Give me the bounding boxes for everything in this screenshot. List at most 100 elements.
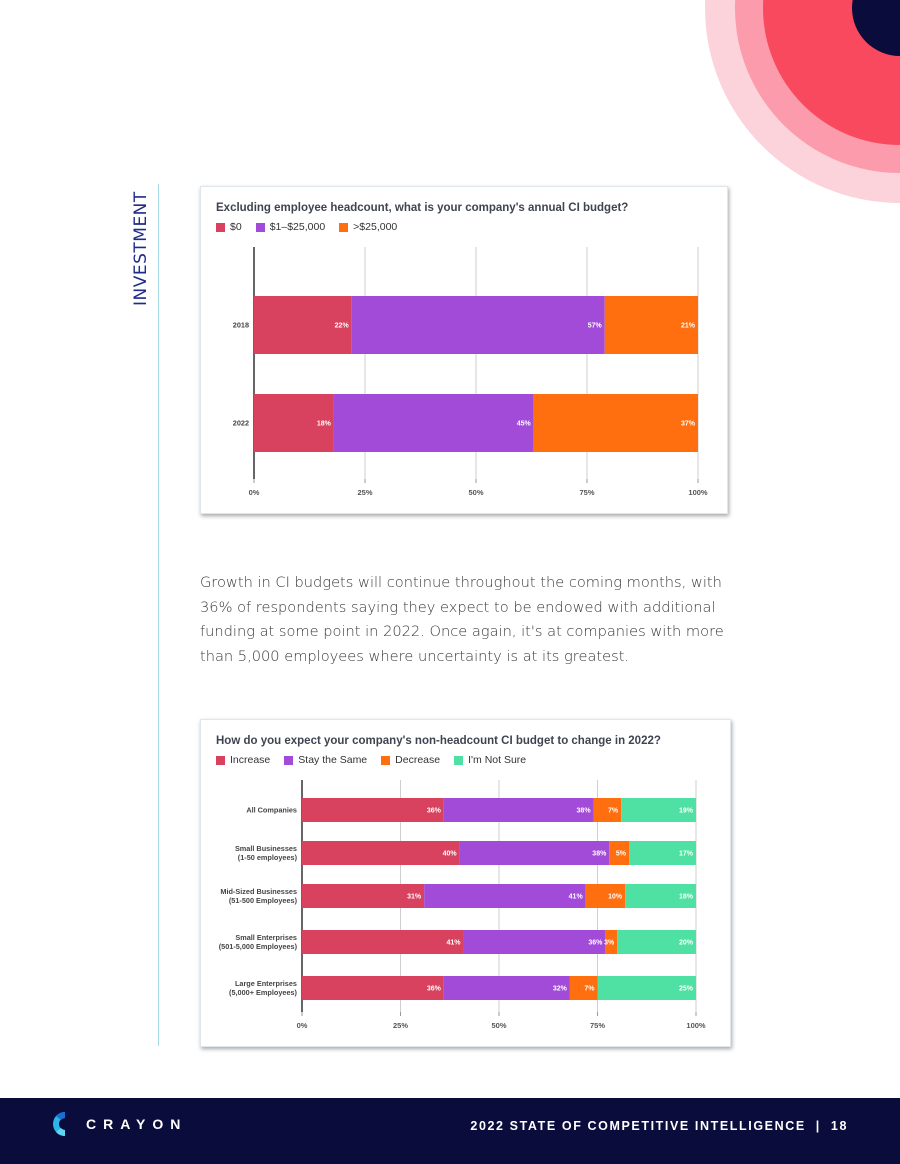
data-label: 5% (616, 851, 627, 858)
data-label: 22% (335, 323, 350, 330)
category-label: 2022 (233, 419, 249, 428)
bar-segment (533, 394, 698, 452)
bar-segment (604, 296, 698, 354)
page-footer: CRAYON 2022 STATE OF COMPETITIVE INTELLI… (0, 1098, 900, 1164)
bar-segment (424, 884, 586, 908)
data-label: 38% (577, 808, 592, 815)
bar-segment (625, 884, 696, 908)
legend-item: Increase (216, 754, 270, 766)
data-label: 32% (553, 986, 568, 993)
data-label: 36% (427, 808, 442, 815)
budget-chart: 0% 25% 50% 75% 100% 22% 57% 21% 2018 18% 45% 37% 202… (233, 247, 708, 497)
bar-segment (302, 841, 460, 865)
data-label: 25% (679, 986, 694, 993)
x-tick-label: 0% (249, 488, 260, 497)
page-number: 18 (830, 1119, 848, 1133)
legend-swatch (255, 222, 265, 232)
bar-segment (569, 976, 598, 1000)
legend-item: I'm Not Sure (454, 754, 526, 766)
budget-chart-card: 0% 25% 50% 75% 100% 22% 57% 21% 2018 18% 45% 37% 202… (200, 186, 728, 514)
legend-label: I'm Not Sure (468, 754, 527, 766)
legend-label: Stay the Same (298, 754, 368, 766)
bar-segment (302, 798, 444, 822)
budget-change-chart-legend: Increase Stay the Same Decrease I'm Not … (216, 754, 526, 766)
bar-segment (629, 841, 696, 865)
category-label: Small Businesses (235, 844, 297, 853)
bar-segment (333, 394, 534, 452)
bar-segment (302, 976, 444, 1000)
data-label: 10% (608, 894, 623, 901)
legend-swatch (339, 222, 349, 232)
x-tick-label: 0% (297, 1021, 308, 1030)
data-label: 7% (608, 808, 619, 815)
category-label: (1-50 employees) (238, 853, 298, 862)
x-tick-label: 25% (393, 1021, 408, 1030)
decorative-corner-arcs (705, 0, 900, 203)
bar-segment (605, 930, 618, 954)
data-label: 41% (569, 894, 584, 901)
section-divider-line (158, 184, 159, 1046)
bar-segment (459, 841, 610, 865)
bar-segment (443, 976, 570, 1000)
footer-title: 2022 STATE OF COMPETITIVE INTELLIGENCE | 1… (470, 1119, 848, 1133)
data-label: 38% (592, 851, 607, 858)
bar-segment (597, 976, 696, 1000)
bar-segment (302, 930, 464, 954)
category-label: 2018 (233, 321, 249, 330)
data-label: 40% (443, 851, 458, 858)
data-label: 37% (681, 421, 696, 428)
bar-segment (609, 841, 630, 865)
data-label: 36% (588, 940, 603, 947)
category-label: Mid-Sized Businesses (220, 887, 297, 896)
legend-swatch (284, 755, 294, 765)
budget-change-chart-card: 0% 25% 50% 75% 100% 36% 38% 7% 19% All Companies 4… (200, 719, 731, 1047)
bar-segment (302, 884, 425, 908)
legend-label: >$25,000 (353, 221, 398, 233)
x-tick-label: 100% (688, 488, 708, 497)
data-label: 41% (447, 940, 462, 947)
footer-separator: | (815, 1119, 821, 1133)
bar-segment (617, 930, 696, 954)
data-label: 17% (679, 851, 694, 858)
bar-segment (621, 798, 696, 822)
legend-item: Stay the Same (284, 754, 367, 766)
bar-segment (351, 296, 605, 354)
crayon-logo: CRAYON (52, 1111, 187, 1137)
data-label: 3% (604, 940, 615, 947)
legend-label: $1–$25,000 (269, 221, 326, 233)
legend-swatch (216, 755, 225, 765)
legend-item: $1–$25,000 (255, 221, 326, 233)
legend-item: $0 (216, 221, 242, 233)
legend-item: >$25,000 (339, 221, 397, 233)
bar-segment (254, 394, 334, 452)
bar-segment (254, 296, 352, 354)
x-tick-label: 100% (686, 1021, 706, 1030)
data-label: 31% (407, 894, 422, 901)
crayon-logo-text: CRAYON (86, 1116, 188, 1132)
crayon-logo-icon (53, 1111, 65, 1137)
data-label: 19% (679, 808, 694, 815)
budget-change-chart-title: How do you expect your company's non-hea… (216, 735, 661, 747)
category-label: (501-5,000 Employees) (219, 942, 298, 951)
data-label: 7% (584, 986, 595, 993)
section-label: INVESTMENT (131, 191, 151, 306)
bar-segment (593, 798, 622, 822)
bar-segment (585, 884, 626, 908)
data-label: 21% (681, 323, 696, 330)
legend-label: Increase (230, 754, 271, 766)
report-title: 2022 STATE OF COMPETITIVE INTELLIGENCE (470, 1119, 806, 1133)
legend-swatch (216, 222, 225, 232)
x-tick-label: 50% (491, 1021, 506, 1030)
legend-swatch (454, 755, 464, 765)
x-tick-label: 50% (468, 488, 483, 497)
body-paragraph: Growth in CI budgets will continue throu… (200, 574, 724, 665)
category-label: Small Enterprises (235, 933, 297, 942)
data-label: 57% (588, 323, 603, 330)
category-label: (51-500 Employees) (229, 896, 298, 905)
category-label: Large Enterprises (235, 979, 297, 988)
legend-item: Decrease (381, 754, 440, 766)
bar-segment (443, 798, 594, 822)
budget-change-chart: 0% 25% 50% 75% 100% 36% 38% 7% 19% All Companies 4… (219, 780, 706, 1030)
x-tick-label: 75% (590, 1021, 605, 1030)
category-label: (5,000+ Employees) (229, 988, 298, 997)
